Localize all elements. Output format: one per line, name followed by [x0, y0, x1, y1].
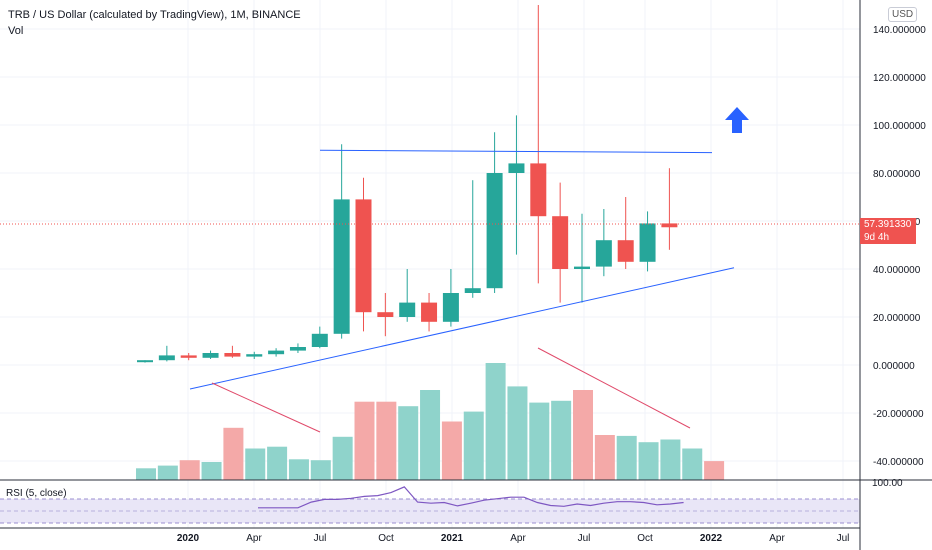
volume-bar — [660, 439, 681, 480]
time-tick-label: Oct — [378, 533, 394, 544]
volume-label: Vol — [8, 25, 24, 37]
candle-body — [530, 163, 547, 217]
trend-lines — [189, 149, 735, 433]
current-price-value: 57.391330 — [864, 219, 912, 230]
candle-body — [639, 223, 656, 262]
volume-bar — [157, 465, 178, 480]
rsi-label[interactable]: RSI (5, close) — [6, 488, 67, 499]
volume-trend-line-right — [537, 347, 691, 429]
candle-body — [399, 302, 416, 317]
candle-body — [486, 173, 503, 289]
candle-body — [202, 353, 219, 358]
candle-body — [617, 240, 634, 262]
price-tick-label: 120.000000 — [873, 73, 926, 84]
bar-countdown: 9d 4h — [864, 232, 890, 243]
price-tick-label: -40.000000 — [873, 457, 924, 468]
price-tick-label: -20.000000 — [873, 409, 924, 420]
volume-bar — [420, 390, 441, 480]
price-tick-label: 80.000000 — [873, 169, 921, 180]
volume-bar — [179, 460, 200, 480]
candle-body — [224, 353, 241, 357]
time-tick-label: 2020 — [177, 533, 200, 544]
candle-body — [595, 240, 612, 267]
volume-bar — [507, 386, 528, 480]
time-tick-label: Jul — [837, 533, 850, 544]
symbol-title[interactable]: TRB / US Dollar (calculated by TradingVi… — [8, 9, 301, 21]
volume-bar — [376, 401, 397, 480]
time-tick-label: Oct — [637, 533, 653, 544]
price-tick-label: 20.000000 — [873, 313, 921, 324]
time-tick-label: Apr — [769, 533, 785, 544]
volume-bar — [441, 421, 462, 480]
volume-bar — [463, 411, 484, 480]
up-arrow-icon — [725, 107, 749, 133]
candle-body — [158, 355, 175, 361]
price-axis[interactable]: 140.000000120.000000100.00000080.0000006… — [873, 25, 926, 468]
volume-bar — [223, 427, 244, 480]
time-axis[interactable]: 2020 Apr Jul Oct 2021 Apr Jul Oct 2022 Apr Jul — [177, 533, 850, 544]
volume-bar — [573, 390, 593, 480]
volume-bar — [551, 400, 572, 480]
candle-body — [574, 266, 590, 269]
volume-trend-line-left — [211, 382, 321, 433]
candle-body — [464, 288, 481, 293]
current-price-tag: 57.391330 9d 4h — [860, 218, 916, 244]
volume-bar — [682, 448, 703, 480]
rsi-line — [258, 486, 684, 509]
time-tick-label: Apr — [510, 533, 526, 544]
candle-body — [180, 355, 197, 358]
candle-body — [355, 199, 372, 313]
candle-body — [311, 333, 328, 347]
volume-bar — [136, 468, 156, 480]
candle-body — [268, 350, 285, 355]
candle-body — [246, 354, 263, 357]
candle-body — [333, 199, 350, 334]
volume-bar — [201, 462, 222, 480]
currency-badge[interactable]: USD — [888, 7, 918, 22]
volume-bar — [267, 446, 288, 480]
volume-bar — [354, 401, 375, 480]
volume-bar — [485, 363, 506, 480]
price-tick-label: 0.000000 — [873, 361, 915, 372]
volume-bar — [638, 442, 659, 480]
volume-bars — [136, 363, 725, 480]
time-tick-label: Jul — [314, 533, 327, 544]
volume-bar — [529, 402, 550, 480]
volume-bar — [288, 459, 309, 480]
time-tick-label: 2021 — [441, 533, 464, 544]
resistance-line — [319, 149, 713, 154]
price-tick-label: 100.000000 — [873, 121, 926, 132]
volume-bar — [332, 436, 353, 480]
volume-bar — [594, 435, 615, 480]
candle-body — [661, 223, 678, 228]
candle-body — [508, 163, 525, 173]
rsi-level-label: 100.00 — [872, 478, 903, 489]
rsi-pane — [0, 486, 860, 524]
volume-bar — [310, 460, 331, 480]
candle-body — [377, 312, 394, 317]
volume-bar — [616, 435, 637, 480]
support-line — [189, 267, 735, 390]
volume-bar — [704, 461, 725, 480]
volume-bar — [398, 406, 419, 480]
time-tick-label: Jul — [578, 533, 591, 544]
candles — [137, 5, 678, 363]
candle-body — [137, 360, 153, 363]
volume-bar — [245, 448, 266, 480]
price-tick-label: 40.000000 — [873, 265, 921, 276]
candle-body — [552, 216, 569, 269]
candle-body — [289, 347, 306, 351]
time-tick-label: Apr — [246, 533, 262, 544]
candle-body — [421, 302, 438, 322]
candle-body — [442, 293, 459, 322]
time-tick-label: 2022 — [700, 533, 723, 544]
price-tick-label: 140.000000 — [873, 25, 926, 36]
